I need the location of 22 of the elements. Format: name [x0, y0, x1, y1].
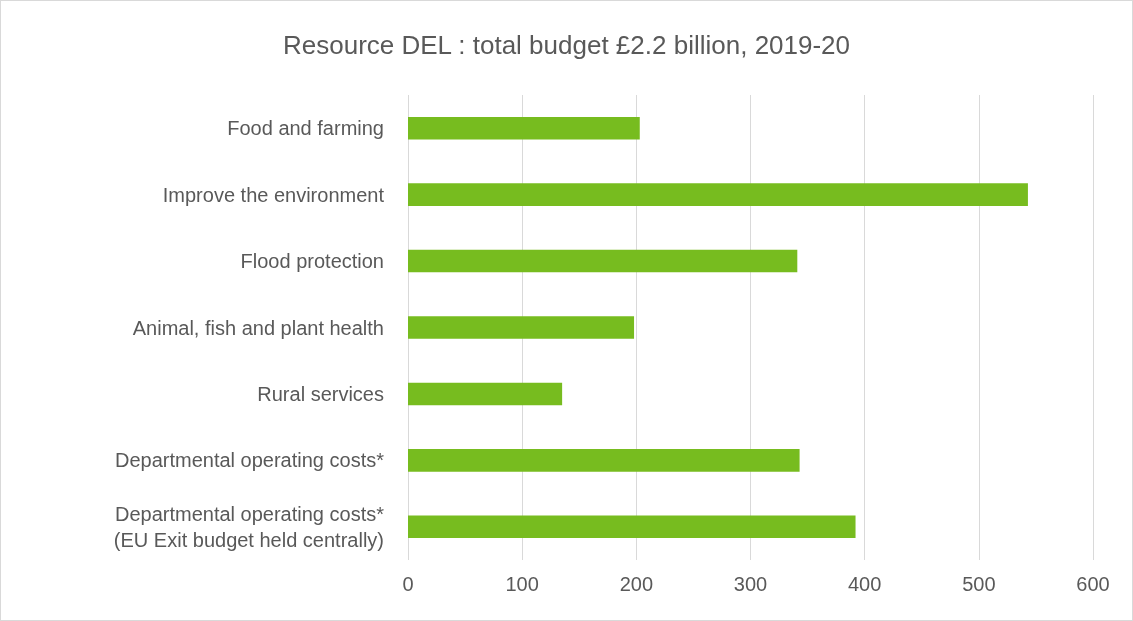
y-tick-label: Animal, fish and plant health [132, 316, 384, 339]
x-tick-label: 0 [402, 573, 414, 595]
chart-title: Resource DEL : total budget £2.2 billion, 2019-20 [282, 30, 851, 60]
y-tick-label: Flood protection [240, 250, 384, 273]
x-tick-label: 600 [1076, 573, 1110, 595]
x-tick-label: 100 [505, 573, 539, 595]
y-tick-label: Departmental operating costs* (EU Exit budget held centrally) [113, 502, 385, 551]
bar [408, 183, 1028, 206]
bar [408, 382, 563, 406]
bar [408, 249, 798, 273]
x-tick-label: 500 [962, 573, 996, 595]
x-tick-label: 400 [847, 573, 882, 595]
y-tick-label: Improve the environment [162, 183, 385, 206]
x-tick-label: 300 [733, 573, 768, 595]
y-tick-label: Food and farming [227, 117, 384, 140]
bar [408, 449, 800, 472]
bar [408, 116, 640, 140]
y-tick-label: Rural services [257, 382, 384, 405]
bar [408, 316, 635, 339]
x-tick-label: 200 [619, 573, 654, 595]
bar [408, 515, 856, 539]
y-tick-label: Departmental operating costs* [114, 449, 385, 472]
